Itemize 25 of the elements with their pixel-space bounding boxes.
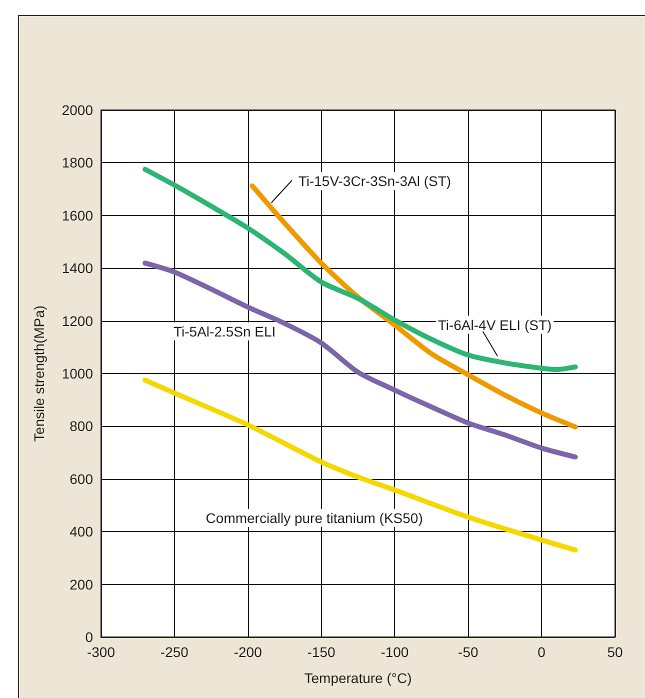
y-tick-label: 400 bbox=[70, 524, 94, 540]
x-tick-label: -100 bbox=[380, 644, 409, 660]
y-tick-label: 1400 bbox=[62, 260, 94, 276]
x-tick-label: 50 bbox=[607, 644, 623, 660]
x-tick-label: -300 bbox=[86, 644, 116, 660]
y-tick-label: 2000 bbox=[62, 102, 94, 118]
series-label: Ti-6Al-4V ELI (ST) bbox=[438, 316, 552, 333]
y-tick-label: 1800 bbox=[62, 154, 94, 171]
y-tick-label: 200 bbox=[70, 576, 94, 592]
series-label: Ti-5Al-2.5Sn ELI bbox=[173, 323, 276, 340]
y-tick-label: 1000 bbox=[62, 366, 94, 382]
y-tick-label: 800 bbox=[70, 418, 94, 434]
y-tick-label: 600 bbox=[70, 470, 94, 487]
x-tick-label: -250 bbox=[160, 644, 189, 660]
text: Ti-15V-3Cr-3Sn-3Al (ST) bbox=[298, 173, 452, 190]
x-tick-label: 0 bbox=[538, 644, 546, 660]
y-tick-label: 1600 bbox=[62, 207, 94, 224]
x-tick-label: -150 bbox=[307, 644, 336, 660]
y-tick-label: 0 bbox=[85, 629, 94, 645]
x-tick-label: -50 bbox=[458, 644, 478, 660]
x-axis-title: Temperature (°C) bbox=[304, 670, 412, 686]
x-tick-label: -200 bbox=[234, 644, 262, 660]
series-label: Commercially pure titanium (KS50) bbox=[206, 510, 423, 526]
y-tick-label: 1200 bbox=[62, 312, 94, 329]
y-axis-title: Tensile strength(MPa) bbox=[31, 305, 47, 442]
